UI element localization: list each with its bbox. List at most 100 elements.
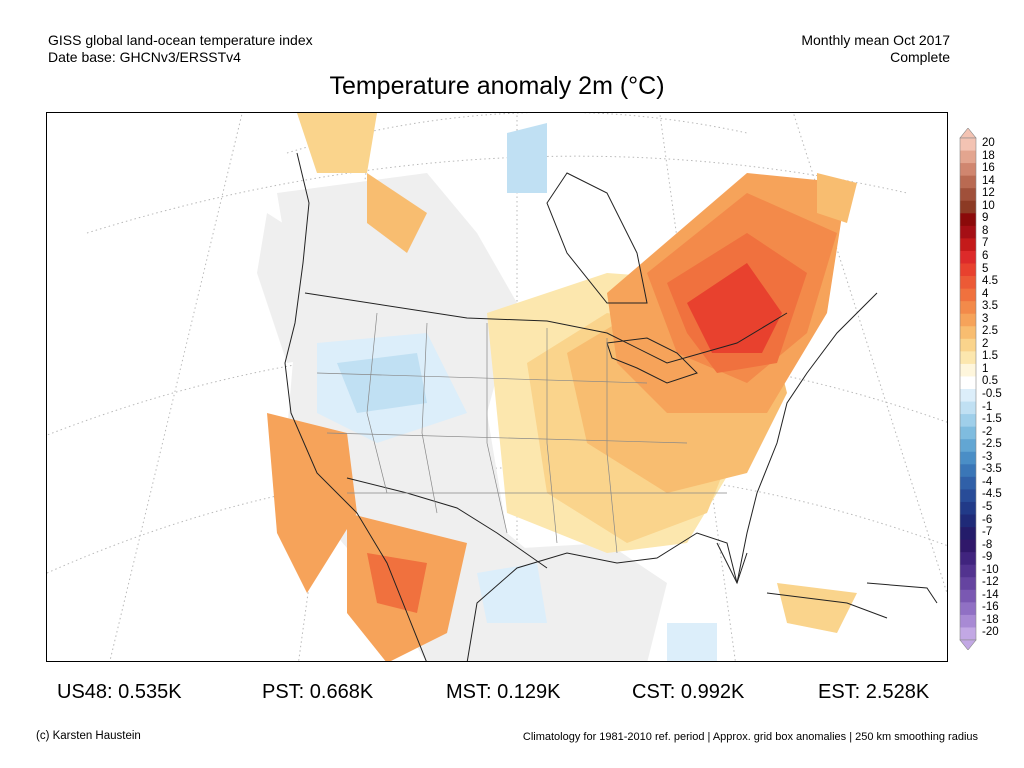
west-coast [284, 152, 427, 661]
coastlines [284, 152, 938, 661]
anomaly-zone [477, 563, 547, 623]
colorbar-label: 7 [982, 237, 989, 250]
map-title: Temperature anomaly 2m (°C) [329, 72, 665, 100]
colorbar-label: 5 [982, 262, 989, 275]
florida [716, 542, 748, 585]
state-border [606, 338, 618, 554]
colorbar-label: -1.5 [982, 413, 1002, 426]
methodology-note: Climatology for 1981-2010 ref. period | … [522, 731, 978, 743]
colorbar-swatch [960, 527, 976, 540]
warm-anomalies [267, 113, 857, 661]
anomaly-zone [667, 623, 717, 661]
colorbar-label: -7 [982, 526, 993, 539]
colorbar-swatch [960, 326, 976, 340]
colorbar-label: 4 [982, 287, 989, 300]
anomaly-zone [367, 553, 427, 613]
anomaly-zone [267, 413, 357, 593]
header-right: Monthly mean Oct 2017 Complete [801, 32, 950, 66]
state-border [421, 322, 438, 514]
graticule-meridian [792, 113, 947, 594]
colorbar-label: 18 [982, 149, 995, 162]
colorbar-label: 2 [982, 337, 989, 350]
colorbar-swatch [960, 564, 976, 578]
header-left: GISS global land-ocean temperature index… [48, 32, 313, 66]
land-northwest [257, 213, 377, 363]
anomaly-zone [777, 583, 857, 633]
colorbar-label: -3 [982, 450, 993, 463]
anomaly-map [47, 113, 947, 661]
colorbar-bottom-arrow [959, 639, 977, 650]
regional-stats: US48: 0.535K PST: 0.668K MST: 0.129K CST… [0, 680, 1024, 704]
colorbar-swatch [960, 301, 976, 315]
colorbar-label: -14 [982, 588, 999, 601]
colorbar-label: 12 [982, 187, 995, 200]
colorbar-label: 4.5 [982, 275, 998, 288]
colorbar-swatch [960, 188, 976, 202]
state-borders [316, 312, 727, 554]
colorbar-top-arrow [959, 128, 977, 139]
stat-est: EST: 2.528K [818, 681, 930, 703]
graticule-parallel [47, 345, 947, 436]
colorbar-label: 1 [982, 362, 989, 375]
cuba [766, 592, 888, 619]
data-base: Date base: GHCNv3/ERSSTv4 [48, 49, 241, 65]
colorbar-swatch [960, 250, 976, 264]
colorbar-swatch [960, 238, 976, 252]
colorbar-swatch [960, 451, 976, 465]
colorbar-swatch [960, 163, 976, 177]
colorbar-swatch [960, 627, 976, 641]
colorbar-swatch [960, 489, 976, 503]
east-coast [736, 292, 878, 584]
stat-cst: CST: 0.992K [632, 681, 745, 703]
anomaly-zone [337, 353, 427, 413]
colorbar-swatch [960, 213, 976, 227]
colorbar-label: -10 [982, 563, 999, 576]
colorbar-swatch [960, 338, 976, 352]
colorbar-swatch [960, 577, 976, 591]
colorbar-swatch [960, 476, 976, 490]
anomaly-zone [507, 123, 547, 193]
colorbar-label: -18 [982, 613, 999, 626]
colorbar-swatch [960, 602, 976, 616]
colorbar-swatch [960, 200, 976, 214]
colorbar-label: -9 [982, 551, 993, 564]
colorbar-swatch [960, 175, 976, 189]
colorbar-swatch [960, 351, 976, 365]
colorbar-label: -6 [982, 513, 993, 526]
colorbar-swatch [960, 414, 976, 428]
anomaly-zone [367, 173, 427, 253]
colorbar-swatch [960, 501, 976, 515]
colorbar [959, 128, 977, 650]
us-canada-border [304, 292, 788, 364]
completeness-label: Complete [890, 49, 950, 65]
colorbar-swatch [960, 552, 976, 566]
colorbar-swatch [960, 276, 976, 289]
colorbar-label: -5 [982, 500, 993, 513]
colorbar-label: -4.5 [982, 488, 1002, 501]
colorbar-label: -3.5 [982, 463, 1002, 476]
colorbar-label: -2 [982, 425, 993, 438]
anomaly-zone [297, 113, 377, 173]
anomaly-zone [817, 173, 857, 223]
colorbar-label: -1 [982, 400, 993, 413]
colorbar-swatch [960, 614, 976, 628]
colorbar-swatch [960, 401, 976, 415]
colorbar-label: 6 [982, 249, 989, 262]
state-border [326, 432, 688, 444]
colorbar-swatch [960, 363, 976, 377]
colorbar-label: 3.5 [982, 300, 998, 313]
colorbar-label: 1.5 [982, 350, 998, 363]
colorbar-label: -16 [982, 601, 999, 614]
stat-mst: MST: 0.129K [446, 681, 561, 703]
colorbar-swatch [960, 376, 976, 390]
colorbar-swatch [960, 225, 976, 239]
colorbar-label: 20 [982, 137, 995, 149]
map-frame [46, 112, 948, 662]
hudson-bay [546, 172, 648, 304]
state-border [546, 328, 558, 544]
cool-anomalies [317, 123, 717, 661]
colorbar-label: -4 [982, 475, 993, 488]
colorbar-swatch [960, 514, 976, 528]
dataset-name: GISS global land-ocean temperature index [48, 32, 313, 48]
colorbar-swatch [960, 138, 976, 151]
